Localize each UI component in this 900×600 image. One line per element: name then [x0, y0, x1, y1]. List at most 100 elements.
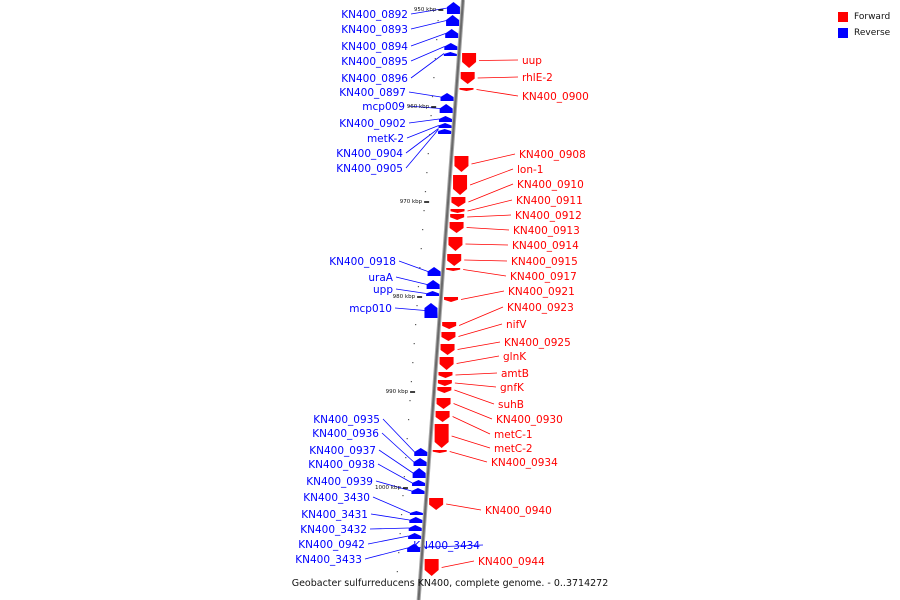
track-dot	[402, 495, 404, 497]
forward-gene-leader	[458, 323, 503, 337]
reverse-gene-arrow	[412, 480, 426, 486]
forward-gene-label: rhlE-2	[522, 72, 553, 84]
forward-gene-label: glnK	[503, 351, 527, 363]
forward-gene-arrow	[438, 372, 453, 378]
forward-gene-arrow	[449, 222, 464, 233]
track-dot	[416, 305, 418, 307]
reverse-gene-leader	[377, 463, 413, 484]
forward-gene-arrow	[444, 297, 459, 302]
forward-gene-label: KN400_0915	[511, 256, 578, 268]
track-dot	[436, 39, 438, 41]
reverse-gene-leader	[408, 118, 440, 124]
chromosome-axis	[417, 0, 464, 600]
track-dot	[431, 96, 434, 98]
reverse-gene-leader	[398, 260, 429, 272]
forward-gene-arrow	[459, 88, 474, 91]
track-dot	[420, 248, 422, 250]
forward-gene-arrow	[448, 237, 463, 251]
forward-gene-arrow	[447, 254, 462, 266]
forward-gene-label: nifV	[506, 319, 527, 331]
track-dot	[437, 20, 439, 22]
forward-gene-label: KN400_0930	[496, 414, 563, 426]
reverse-gene-arrow	[440, 93, 454, 101]
forward-gene-label: KN400_0914	[512, 240, 579, 252]
reverse-gene-leader	[406, 125, 439, 139]
forward-gene-leader	[452, 416, 491, 435]
reverse-gene-arrow	[408, 525, 422, 531]
forward-gene-leader	[465, 243, 509, 246]
reverse-gene-leader	[395, 288, 427, 294]
track-dot	[396, 571, 398, 573]
reverse-gene-leader	[410, 7, 448, 15]
forward-gene-leader	[466, 227, 510, 231]
reverse-gene-leader	[410, 33, 446, 47]
legend-forward-label: Forward	[854, 12, 891, 22]
legend-reverse-label: Reverse	[854, 28, 891, 38]
forward-gene-label: KN400_0917	[510, 271, 577, 283]
reverse-gene-leader	[407, 105, 441, 109]
forward-gene-arrow	[437, 387, 452, 393]
reverse-gene-label: KN400_0897	[339, 87, 406, 99]
forward-gene-arrow	[437, 380, 452, 386]
reverse-gene-label: KN400_3430	[303, 492, 370, 504]
forward-gene-arrow	[453, 175, 468, 195]
reverse-gene-label: KN400_0938	[308, 459, 375, 471]
forward-gene-leader	[468, 183, 514, 203]
track-dot	[427, 153, 429, 155]
forward-gene-label: uup	[522, 55, 542, 67]
forward-gene-label: KN400_0912	[515, 210, 582, 222]
forward-gene-label: lon-1	[517, 164, 543, 176]
forward-gene-leader	[460, 290, 505, 300]
reverse-gene-label: KN400_0895	[341, 56, 408, 68]
track-dot	[412, 362, 414, 364]
track-dot	[407, 419, 410, 421]
forward-gene-arrow	[432, 450, 447, 453]
reverse-gene-label: KN400_3433	[295, 554, 362, 566]
reverse-gene-leader	[369, 527, 409, 530]
forward-gene-leader	[479, 59, 519, 61]
track-dot	[419, 267, 421, 269]
track-dot	[398, 552, 400, 554]
reverse-gene-leader	[394, 307, 426, 311]
reverse-gene-label: metK-2	[367, 133, 404, 145]
reverse-gene-leader	[408, 91, 441, 98]
reverse-gene-leader	[378, 449, 414, 474]
forward-gene-leader	[476, 89, 519, 97]
forward-gene-arrow	[439, 357, 454, 370]
forward-gene-leader	[454, 389, 495, 405]
forward-gene-label: suhB	[498, 399, 524, 411]
track-dot	[424, 191, 427, 193]
forward-gene-label: KN400_0911	[516, 195, 583, 207]
forward-gene-leader	[457, 341, 501, 350]
forward-gene-label: metC-2	[494, 443, 533, 455]
track-dot	[413, 343, 415, 345]
forward-gene-arrow	[450, 214, 465, 220]
reverse-gene-label: KN400_0902	[339, 118, 406, 130]
reverse-gene-arrow	[443, 52, 457, 56]
track-dot	[409, 400, 411, 402]
forward-gene-label: KN400_0925	[504, 337, 571, 349]
reverse-gene-leader	[410, 53, 445, 79]
track-dot	[433, 77, 435, 79]
reverse-gene-label: KN400_0894	[341, 41, 408, 53]
kbp-tick-label: 950 kbp	[414, 7, 437, 13]
track-dot	[406, 438, 408, 440]
reverse-gene-arrow	[427, 267, 441, 276]
reverse-gene-arrow	[446, 15, 460, 26]
reverse-gene-label: upp	[373, 284, 393, 296]
forward-gene-label: KN400_0900	[522, 91, 589, 103]
forward-gene-arrow	[434, 424, 449, 448]
reverse-gene-label: KN400_0937	[309, 445, 376, 457]
forward-gene-arrow	[429, 498, 444, 510]
reverse-gene-arrow	[412, 468, 426, 478]
forward-gene-leader	[454, 382, 497, 388]
reverse-gene-arrow	[438, 116, 452, 122]
reverse-gene-arrow	[438, 123, 452, 128]
reverse-gene-arrow	[409, 517, 423, 523]
reverse-gene-arrow	[446, 2, 460, 14]
kbp-tick-label: 960 kbp	[407, 104, 430, 110]
reverse-gene-arrow	[424, 303, 438, 318]
reverse-gene-leader	[367, 535, 409, 545]
reverse-gene-leader	[410, 46, 445, 62]
